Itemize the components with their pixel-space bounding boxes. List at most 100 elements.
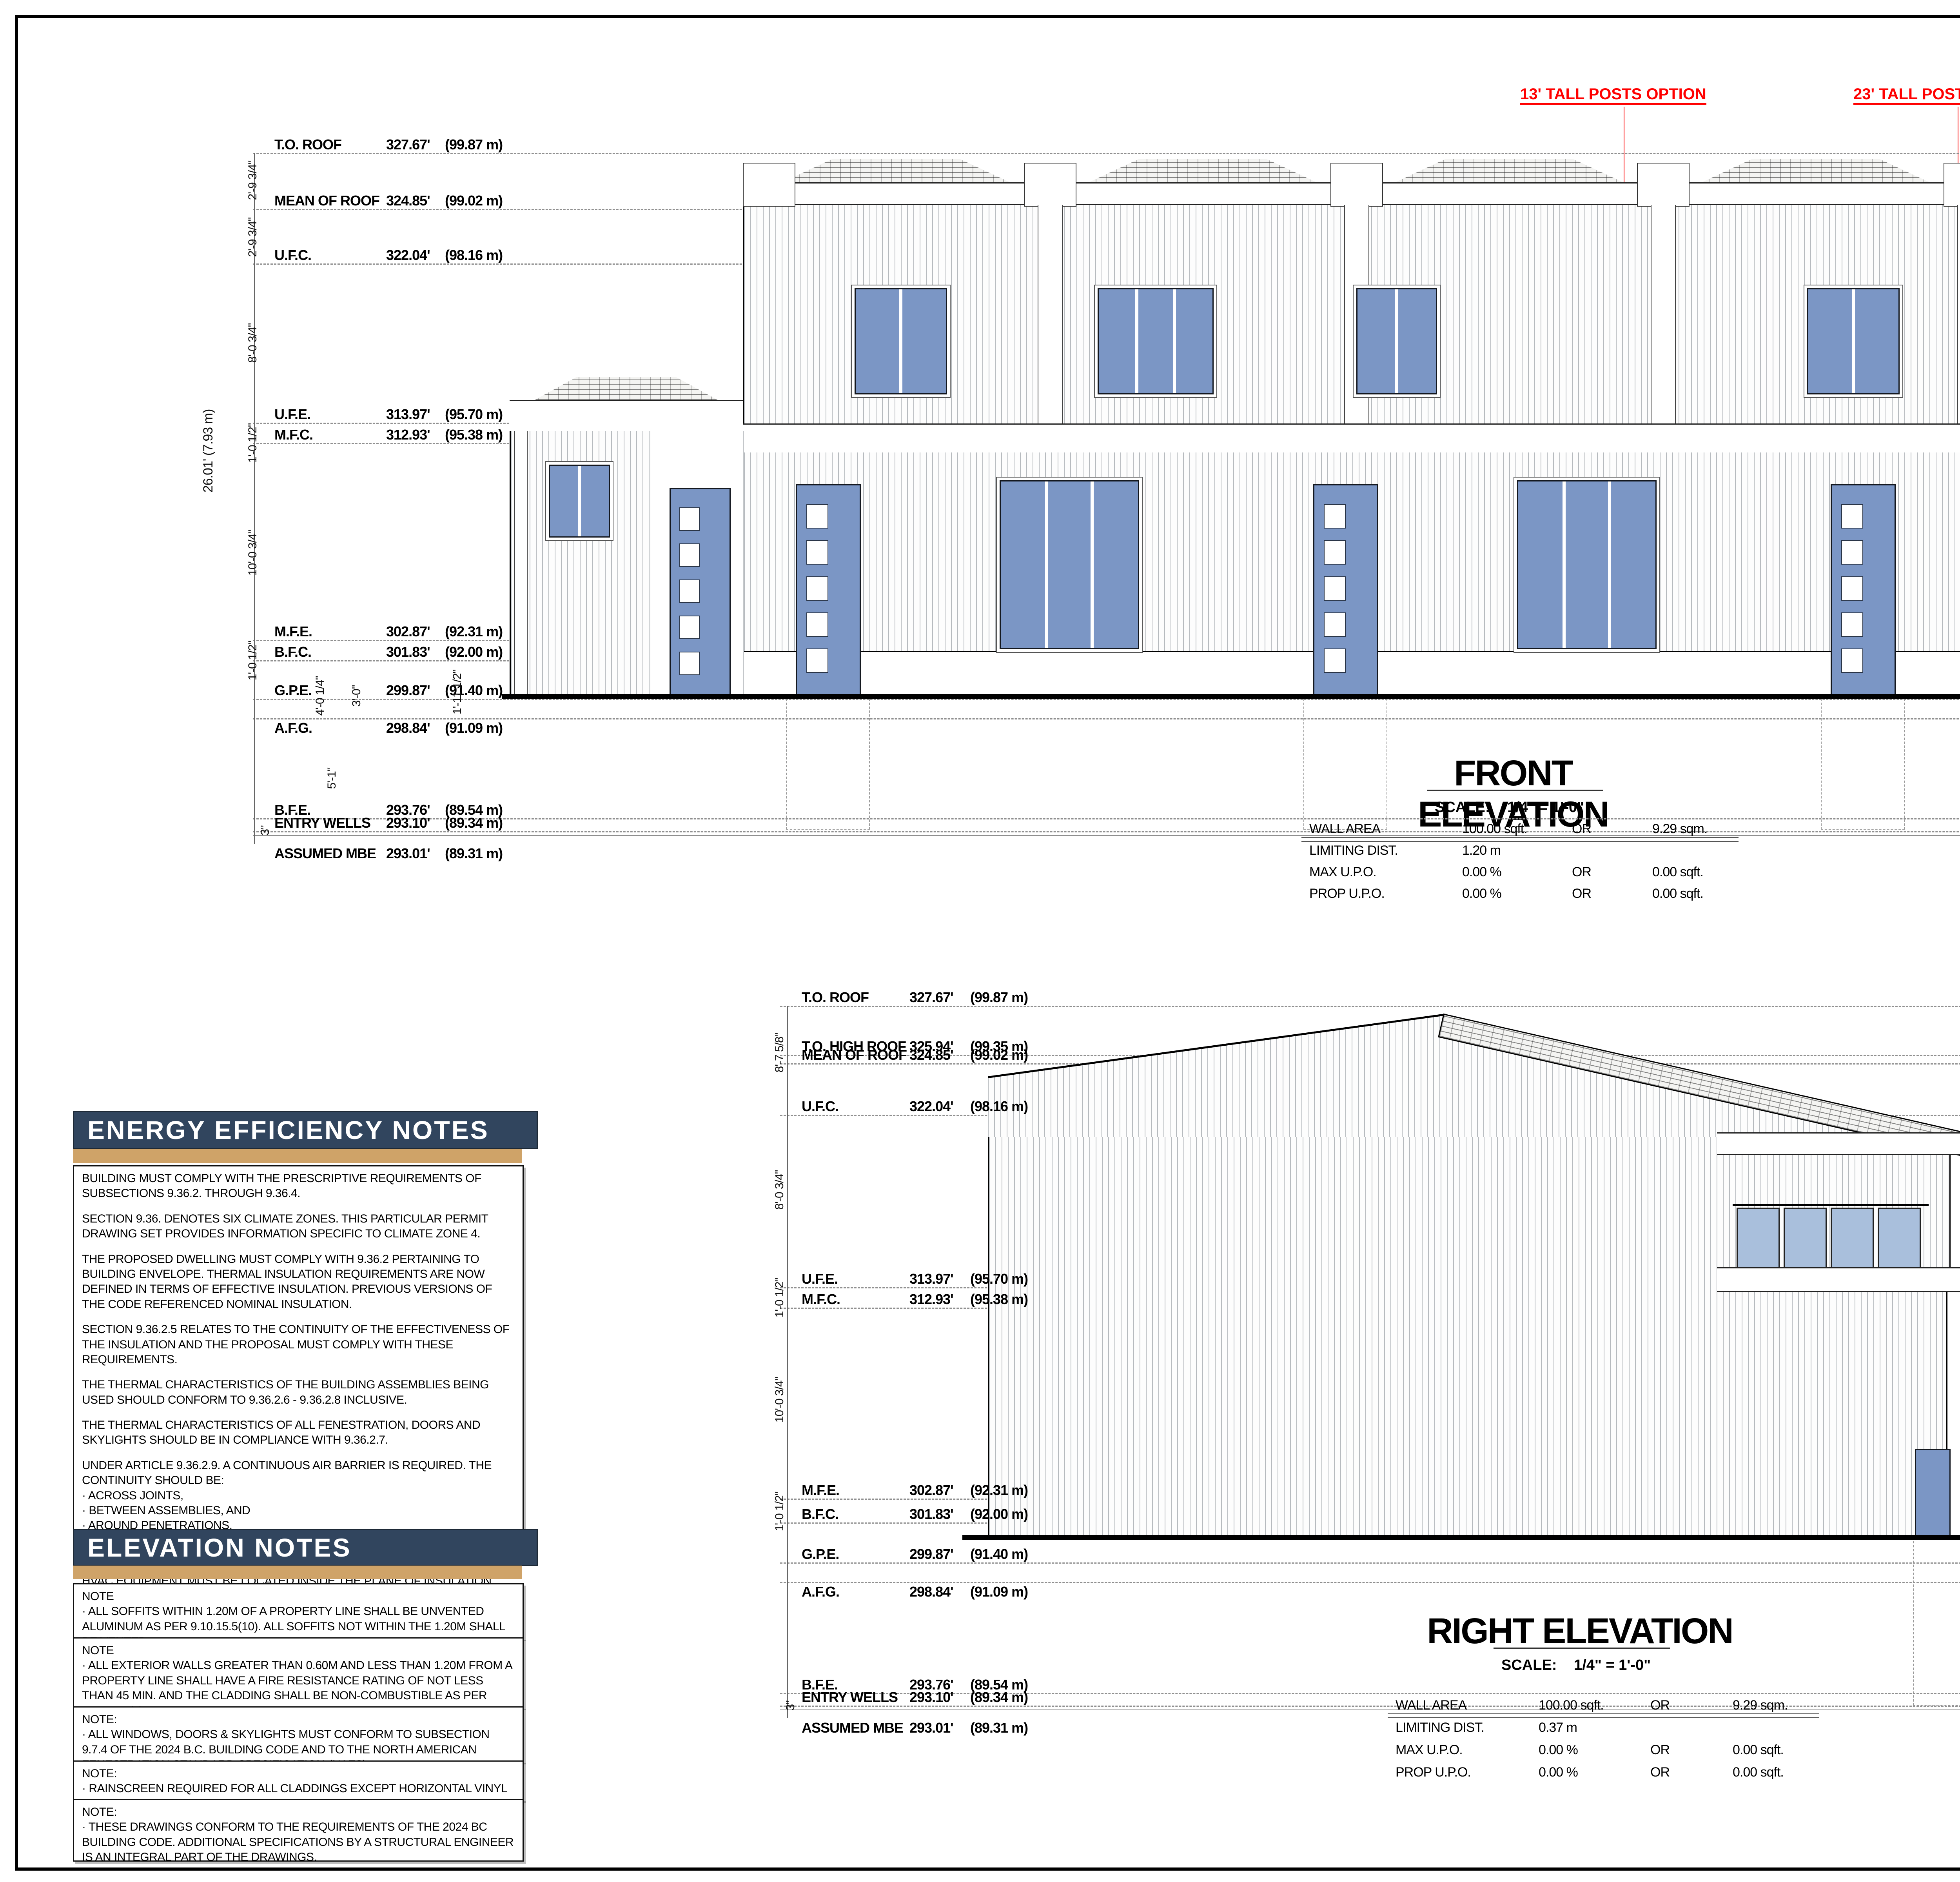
- door-lite: [1324, 576, 1346, 601]
- dimension-text: 5'-1": [325, 767, 338, 789]
- level-elevation-ft: 298.84': [386, 720, 430, 736]
- level-elevation-m: (91.40 m): [445, 682, 503, 698]
- dimension-text: 1'-0 1/2": [773, 1278, 786, 1318]
- window-mullion: [1135, 289, 1138, 393]
- energy-note: THE THERMAL CHARACTERISTICS OF THE BUILD…: [82, 1378, 489, 1406]
- level-label: U.F.E.: [274, 406, 311, 422]
- dimension-text: 10'-0 3/4": [773, 1377, 786, 1423]
- door-lite: [1324, 649, 1346, 673]
- dimension-text: 8'-0 3/4": [773, 1170, 786, 1210]
- table-v2: 0.00 sqft.: [1733, 1742, 1784, 1757]
- level-elevation-m: (89.34 m): [445, 815, 503, 831]
- window-mullion: [578, 466, 581, 536]
- parapet-cap: [1330, 163, 1383, 207]
- level-elevation-m: (99.87 m): [970, 989, 1028, 1005]
- entry-well: [786, 699, 870, 830]
- window-mullion: [1395, 289, 1398, 393]
- level-elevation-m: (92.00 m): [445, 644, 503, 660]
- level-elevation-m: (99.35 m): [970, 1038, 1028, 1054]
- table-v1: 0.00 %: [1462, 865, 1502, 879]
- level-line: [253, 699, 1960, 700]
- level-label: T.O. ROOF: [274, 136, 342, 153]
- energy-note: SECTION 9.36.2.5 RELATES TO THE CONTINUI…: [82, 1323, 510, 1366]
- energy-note: BUILDING MUST COMPLY WITH THE PRESCRIPTI…: [82, 1172, 481, 1200]
- window: [549, 465, 610, 538]
- level-elevation-ft: 301.83': [909, 1506, 954, 1522]
- door-lite: [806, 612, 828, 637]
- level-elevation-m: (95.38 m): [970, 1291, 1028, 1307]
- window-mullion: [1608, 481, 1611, 648]
- entry-well: [1821, 699, 1905, 830]
- table-label: MAX U.P.O.: [1309, 865, 1377, 879]
- table-label: WALL AREA: [1309, 821, 1381, 836]
- door-lite: [1324, 540, 1346, 565]
- level-label: B.F.E.: [802, 1677, 838, 1693]
- table-v1: 0.00 %: [1462, 886, 1502, 901]
- entry-door: [1313, 484, 1378, 696]
- elevation-note-box: NOTE · ALL SOFFITS WITHIN 1.20M OF A PRO…: [73, 1583, 524, 1648]
- level-line: [253, 718, 1960, 719]
- window-mullion: [1045, 481, 1048, 648]
- level-elevation-m: (91.09 m): [445, 720, 503, 736]
- railing-top: [1733, 1204, 1929, 1206]
- parapet-cap: [1024, 163, 1076, 207]
- dimension-text: 10'-0 3/4": [246, 530, 259, 576]
- table-v2: 0.00 sqft.: [1652, 886, 1704, 901]
- level-elevation-ft: 293.10': [909, 1689, 954, 1705]
- level-elevation-ft: 293.76': [909, 1677, 954, 1693]
- door-lite: [1841, 649, 1863, 673]
- door-lite: [1324, 612, 1346, 637]
- level-line: [780, 1562, 1960, 1564]
- dimension-text: 8'-0 3/4": [246, 323, 259, 363]
- note-head: NOTE:: [82, 1806, 117, 1818]
- level-elevation-ft: 299.87': [386, 682, 430, 698]
- table-v2: 0.00 sqft.: [1733, 1765, 1784, 1780]
- level-elevation-m: (99.87 m): [445, 136, 503, 153]
- elevation-note-box: NOTE · ALL EXTERIOR WALLS GREATER THAN 0…: [73, 1637, 524, 1717]
- level-elevation-ft: 313.97': [386, 406, 430, 422]
- level-elevation-m: (92.31 m): [445, 623, 503, 639]
- window: [1098, 288, 1214, 394]
- table-label: LIMITING DIST.: [1396, 1720, 1485, 1735]
- window: [1000, 480, 1139, 649]
- dimension-line: [787, 1006, 788, 1718]
- deck-band: [1717, 1267, 1960, 1292]
- window-mullion: [899, 289, 902, 393]
- level-elevation-ft: 324.85': [909, 1047, 954, 1063]
- note-head: NOTE: [82, 1590, 114, 1603]
- window-mullion: [1091, 481, 1094, 648]
- level-elevation-m: (89.54 m): [445, 802, 503, 818]
- energy-note: THE PROPOSED DWELLING MUST COMPLY WITH 9…: [82, 1252, 492, 1311]
- elevation-notes-accent: [73, 1566, 522, 1579]
- level-elevation-ft: 293.01': [386, 845, 430, 861]
- note-head: NOTE:: [82, 1767, 117, 1780]
- sheet-border: [15, 15, 1960, 1871]
- note-body: · RAINSCREEN REQUIRED FOR ALL CLADDINGS …: [82, 1782, 508, 1795]
- dimension-text: 1'-0 1/2": [246, 641, 259, 681]
- level-label: MEAN OF ROOF: [274, 193, 380, 209]
- dimension-text: 3": [784, 1700, 797, 1711]
- level-elevation-m: (95.70 m): [445, 406, 503, 422]
- level-elevation-ft: 301.83': [386, 644, 430, 660]
- energy-notes-header: ENERGY EFFICIENCY NOTES: [73, 1111, 538, 1149]
- dimension-text: 2'-9 3/4": [246, 217, 259, 257]
- energy-note: SECTION 9.36. DENOTES SIX CLIMATE ZONES.…: [82, 1212, 488, 1241]
- entry-well: [1303, 699, 1387, 830]
- level-elevation-m: (92.31 m): [970, 1482, 1028, 1498]
- window-mullion: [1852, 289, 1855, 393]
- right-scale-label: SCALE:: [1501, 1657, 1557, 1673]
- table-v1: 1.20 m: [1462, 843, 1501, 858]
- door-lite: [679, 543, 700, 567]
- elevation-notes-header: ELEVATION NOTES: [73, 1529, 538, 1566]
- level-elevation-ft: 293.01': [909, 1720, 954, 1736]
- energy-note: THE THERMAL CHARACTERISTICS OF ALL FENES…: [82, 1419, 481, 1447]
- table-or: OR: [1650, 1765, 1670, 1780]
- parapet-cap: [743, 163, 795, 207]
- note-head: NOTE: [82, 1644, 114, 1657]
- table-or: OR: [1650, 1742, 1670, 1757]
- level-elevation-ft: 298.84': [909, 1584, 954, 1600]
- level-elevation-ft: 313.97': [909, 1271, 954, 1287]
- door-lite: [679, 507, 700, 531]
- elevation-notes-title: ELEVATION NOTES: [87, 1533, 352, 1562]
- dimension-text: 1'-11 1/2": [451, 669, 464, 715]
